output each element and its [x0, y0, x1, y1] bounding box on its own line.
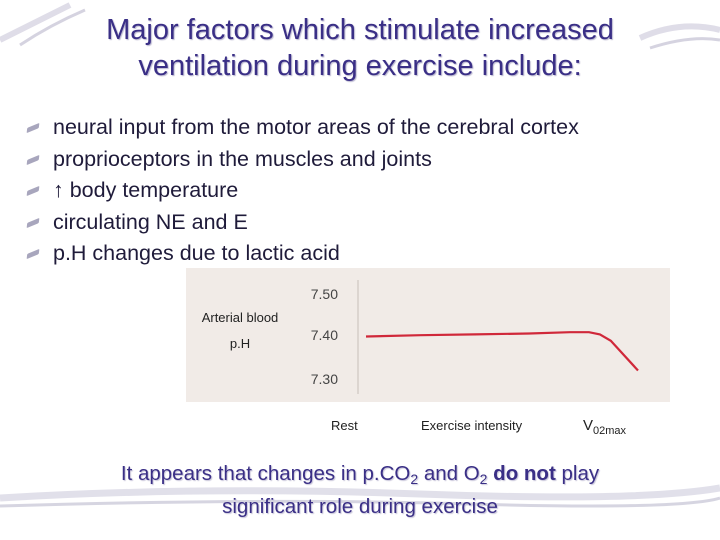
bullet-icon — [26, 122, 40, 134]
bullet-icon — [26, 154, 40, 165]
footer-text: play — [555, 462, 600, 485]
footer-text: It appears that changes in p.CO — [120, 462, 411, 485]
vmax-subscript: 02max — [593, 425, 627, 437]
list-item: ↑ body temperature — [26, 175, 706, 207]
title-line-1: Major factors which stimulate increased — [106, 14, 614, 46]
list-item: neural input from the motor areas of the… — [26, 112, 706, 144]
ph-chart: Arterial blood p.H 7.50 7.40 7.30 — [202, 280, 639, 394]
footer-text: and O — [418, 462, 480, 485]
title-line-2: ventilation during exercise include: — [138, 50, 582, 82]
top-decoration — [0, 2, 720, 50]
subscript: 2 — [479, 471, 488, 487]
bullet-list: neural input from the motor areas of the… — [26, 112, 706, 270]
bottom-decoration — [0, 484, 720, 508]
y-tick-label: 7.30 — [311, 371, 338, 387]
series-line — [365, 331, 639, 372]
chart-panel: Arterial blood p.H 7.50 7.40 7.30 — [186, 268, 670, 402]
bullet-text: neural input from the motor areas of the… — [53, 115, 579, 139]
x-axis-label: Exercise intensity — [421, 418, 523, 433]
bullet-text: proprioceptors in the muscles and joints — [53, 146, 432, 171]
y-tick-label: 7.50 — [311, 286, 338, 302]
x-category-rest: Rest — [331, 418, 358, 433]
y-axis-label-line-2: p.H — [230, 336, 250, 351]
y-axis-label-line-1: Arterial blood — [202, 310, 279, 325]
slide-title: Major factors which stimulate increased … — [60, 12, 660, 84]
footer-emphasis: do not — [493, 462, 556, 485]
bullet-text: p.H changes due to lactic acid — [53, 241, 340, 265]
footer-line-2: significant role during exercise — [222, 495, 498, 518]
bullet-icon — [26, 248, 40, 260]
vmax-base: V — [583, 417, 594, 434]
subscript: 2 — [410, 471, 419, 487]
x-category-vo2max: V02max — [583, 417, 626, 437]
footer-note: It appears that changes in p.CO2 and O2 … — [60, 460, 660, 521]
list-item: circulating NE and E — [26, 207, 706, 239]
bullet-text: circulating NE and E — [53, 209, 248, 234]
bullet-icon — [26, 185, 40, 197]
footer-line-1: It appears that changes in p.CO2 and O2 … — [60, 460, 660, 493]
bullet-text: ↑ body temperature — [53, 178, 239, 202]
y-tick-label: 7.40 — [311, 327, 338, 343]
list-item: proprioceptors in the muscles and joints — [26, 144, 706, 176]
bullet-icon — [26, 217, 40, 228]
list-item: p.H changes due to lactic acid — [26, 238, 706, 270]
